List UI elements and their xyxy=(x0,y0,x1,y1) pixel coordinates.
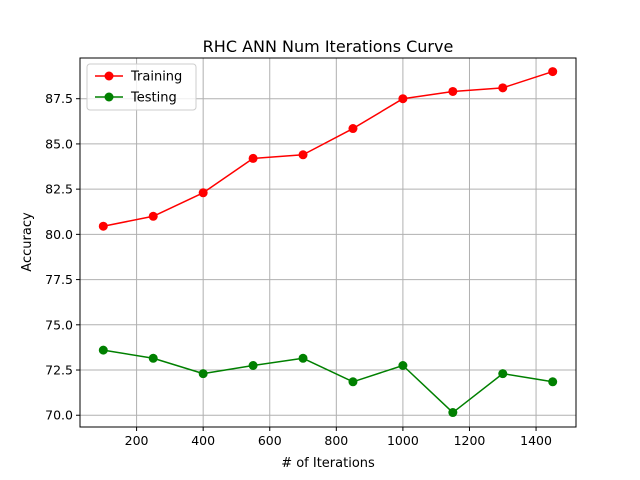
x-axis-ticks: 200 400 600 800 1000 1200 1400 xyxy=(125,427,552,448)
x-axis-label: # of Iterations xyxy=(281,456,375,471)
testing-point xyxy=(548,377,558,387)
legend-testing-label: Testing xyxy=(130,91,177,106)
series-training xyxy=(98,67,558,231)
y-tick-label: 87.5 xyxy=(45,91,73,106)
grid-lines xyxy=(80,58,576,427)
testing-point xyxy=(498,369,508,379)
x-tick-label: 200 xyxy=(125,433,149,448)
plot-area xyxy=(80,58,576,427)
testing-point xyxy=(348,377,358,387)
testing-point xyxy=(148,353,158,363)
y-tick-label: 85.0 xyxy=(45,136,73,151)
training-point xyxy=(298,150,308,160)
testing-point xyxy=(448,408,458,418)
training-point xyxy=(348,124,358,134)
x-tick-label: 600 xyxy=(258,433,282,448)
legend-training-label: Training xyxy=(130,70,182,85)
x-tick-label: 1000 xyxy=(387,433,419,448)
testing-point xyxy=(98,345,108,355)
training-point xyxy=(448,86,458,96)
y-tick-label: 70.0 xyxy=(45,408,73,423)
training-point xyxy=(248,153,258,163)
training-point xyxy=(398,94,408,104)
y-axis-ticks: 70.0 72.5 75.0 77.5 80.0 82.5 85.0 87.5 xyxy=(45,91,80,423)
training-line xyxy=(103,70,553,227)
plot-frame xyxy=(79,57,577,428)
x-tick-label: 1400 xyxy=(520,433,552,448)
training-point xyxy=(498,83,508,93)
chart-title: RHC ANN Num Iterations Curve xyxy=(203,37,454,56)
series-layer xyxy=(98,67,558,418)
testing-point xyxy=(248,361,258,370)
training-point xyxy=(198,188,208,198)
x-tick-label: 400 xyxy=(191,433,215,448)
legend-testing-marker xyxy=(104,92,114,102)
legend-training-marker xyxy=(104,71,114,81)
y-tick-label: 75.0 xyxy=(45,317,73,332)
testing-point xyxy=(198,369,208,379)
legend: Training Testing xyxy=(86,63,197,111)
y-tick-label: 80.0 xyxy=(45,227,73,242)
testing-line xyxy=(103,349,553,414)
training-point xyxy=(548,67,558,77)
series-testing xyxy=(98,345,558,418)
training-point xyxy=(98,221,108,231)
y-tick-label: 82.5 xyxy=(45,182,73,197)
testing-point xyxy=(298,353,308,363)
testing-point xyxy=(398,361,408,370)
y-tick-label: 77.5 xyxy=(45,272,73,287)
y-axis-label: Accuracy xyxy=(20,212,35,272)
x-tick-label: 800 xyxy=(324,433,348,448)
training-point xyxy=(148,211,158,221)
x-tick-label: 1200 xyxy=(454,433,486,448)
y-tick-label: 72.5 xyxy=(45,363,73,378)
